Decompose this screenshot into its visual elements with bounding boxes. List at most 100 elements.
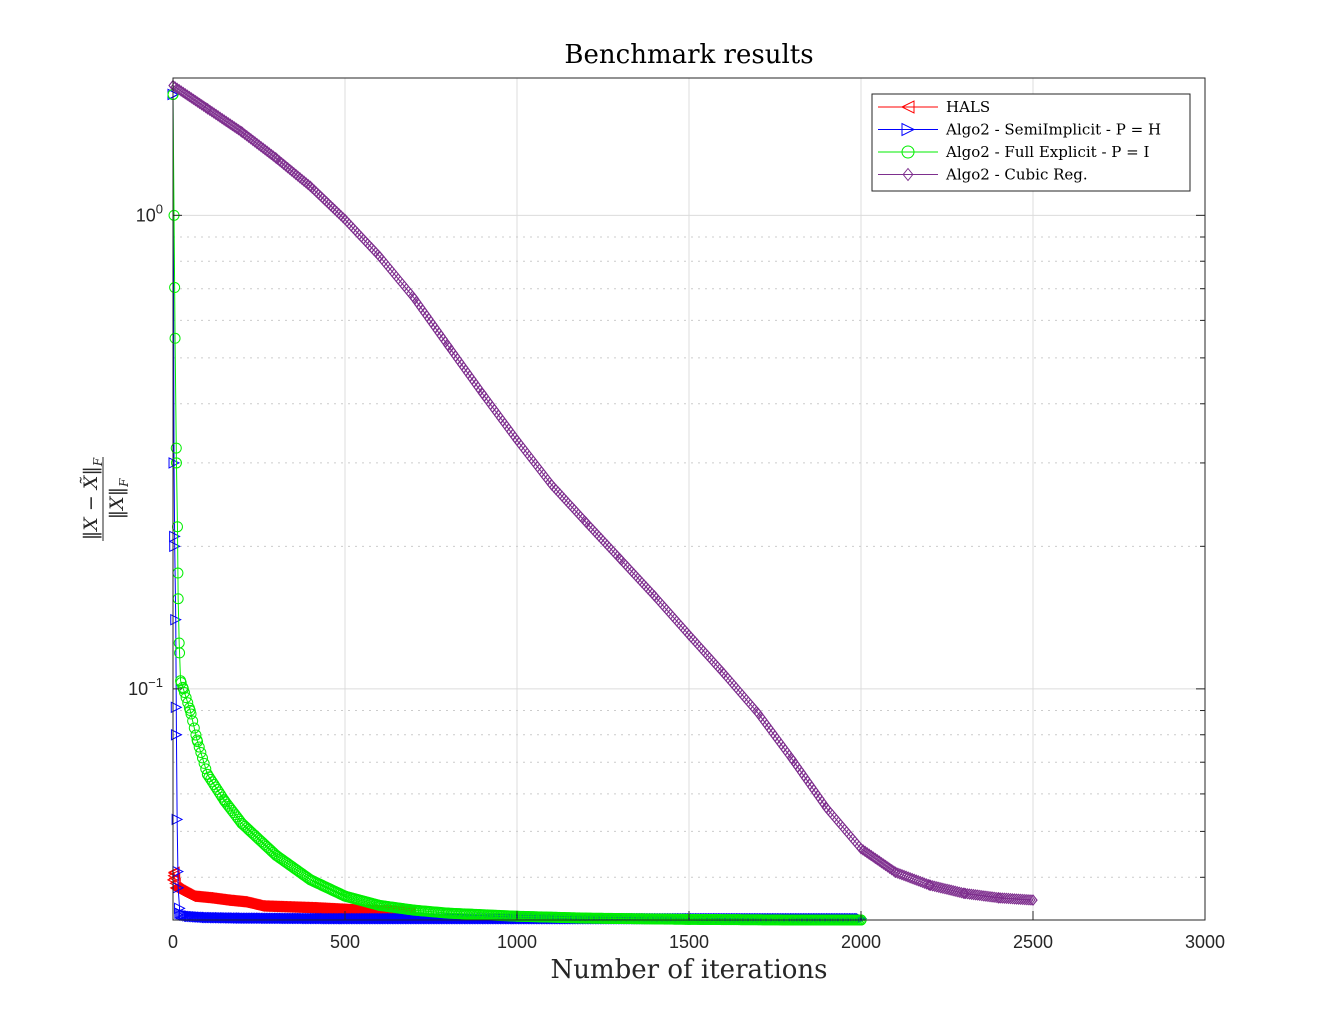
series-marker: [194, 97, 205, 110]
series-marker: [856, 842, 866, 855]
series-marker: [174, 83, 184, 96]
y-tick-label: 10−1: [128, 675, 163, 699]
series-marker: [278, 158, 289, 171]
series-marker: [1022, 893, 1032, 906]
series-marker: [477, 387, 488, 400]
series-marker: [187, 715, 199, 727]
series-marker: [170, 728, 183, 741]
series-marker: [997, 892, 1007, 904]
series-marker: [374, 250, 385, 262]
series-marker: [962, 887, 973, 900]
x-tick-label: 0: [168, 932, 178, 952]
series-marker: [168, 457, 181, 469]
y-axis-label-denominator: ‖X‖F: [106, 478, 131, 520]
series-marker: [170, 457, 182, 469]
series-marker: [186, 92, 197, 104]
y-axis-label: ‖X − X̃‖F ‖X‖F: [80, 457, 131, 541]
series-marker: [180, 87, 190, 100]
y-tick-label: 100: [136, 201, 163, 225]
series-marker: [983, 890, 993, 903]
y-axis-label-numerator: ‖X − X̃‖F: [80, 457, 105, 540]
series-marker: [207, 105, 217, 118]
series-marker: [276, 156, 287, 169]
series-marker: [237, 126, 247, 138]
series-marker: [862, 846, 872, 859]
series-marker: [975, 889, 985, 902]
series-marker: [172, 82, 182, 95]
series-marker: [991, 891, 1001, 904]
series-marker: [1014, 893, 1024, 905]
series-marker: [192, 96, 203, 108]
series-marker: [170, 81, 180, 93]
series-marker: [197, 98, 207, 111]
series-marker: [231, 122, 242, 135]
series-marker: [182, 697, 194, 709]
series-marker: [885, 862, 895, 875]
series-marker: [219, 795, 231, 807]
series-marker: [205, 104, 215, 117]
series-marker: [866, 849, 876, 862]
series-marker: [202, 102, 213, 115]
series-marker: [280, 160, 291, 172]
series-marker: [872, 854, 883, 866]
series-marker: [173, 637, 185, 649]
series-marker: [252, 900, 265, 912]
series-marker: [171, 813, 184, 826]
series-marker: [177, 909, 190, 921]
series-marker: [169, 332, 181, 344]
series-marker: [223, 116, 233, 129]
series-marker: [182, 89, 192, 101]
series-marker: [248, 134, 258, 147]
series-marker: [250, 136, 260, 148]
series-marker: [985, 890, 995, 903]
legend-entry: Algo2 - Cubic Reg.: [878, 166, 1088, 184]
series-marker: [966, 888, 977, 901]
chart-title: Benchmark results: [564, 40, 813, 70]
series-marker: [289, 166, 299, 179]
series-marker: [271, 152, 281, 165]
series-marker: [169, 282, 181, 294]
series-marker: [876, 856, 887, 869]
series-marker: [184, 90, 195, 103]
series-marker: [170, 442, 182, 454]
series-marker: [227, 119, 238, 132]
series-marker: [193, 741, 205, 753]
series-marker: [217, 112, 227, 125]
series-marker: [304, 901, 317, 914]
legend-entry: Algo2 - SemiImplicit - P = H: [878, 121, 1161, 139]
series-marker: [995, 892, 1005, 904]
series-marker: [171, 521, 183, 533]
series-marker: [977, 889, 987, 902]
x-tick-label: 3000: [1185, 932, 1225, 952]
series-marker: [252, 137, 262, 150]
series-marker: [512, 434, 522, 447]
series-marker: [201, 101, 211, 114]
legend-entry: Algo2 - Full Explicit - P = I: [878, 143, 1149, 161]
series-marker: [408, 904, 420, 916]
x-tick-label: 2000: [841, 932, 881, 952]
x-axis-label: Number of iterations: [551, 955, 828, 985]
series-marker: [200, 763, 212, 775]
series-marker: [236, 912, 248, 924]
legend-entry: HALS: [878, 98, 990, 116]
series-marker: [979, 890, 989, 902]
series-marker: [295, 172, 305, 184]
series-marker: [1007, 892, 1018, 905]
series-marker: [262, 145, 272, 158]
series-marker: [260, 143, 270, 156]
series-marker: [981, 890, 991, 902]
series-layer: [166, 79, 1038, 926]
series-marker: [305, 874, 317, 886]
series-marker: [170, 701, 183, 714]
series-marker: [960, 887, 971, 900]
legend-swatch-marker: [901, 122, 916, 137]
series-marker: [299, 175, 309, 187]
series-marker: [409, 291, 419, 304]
series-marker: [221, 115, 231, 128]
series-marker: [169, 530, 181, 543]
series-marker: [971, 889, 981, 901]
series-marker: [973, 889, 983, 901]
series-marker: [244, 131, 254, 144]
legend-label: Algo2 - Cubic Reg.: [945, 166, 1088, 184]
series-marker: [443, 340, 453, 352]
